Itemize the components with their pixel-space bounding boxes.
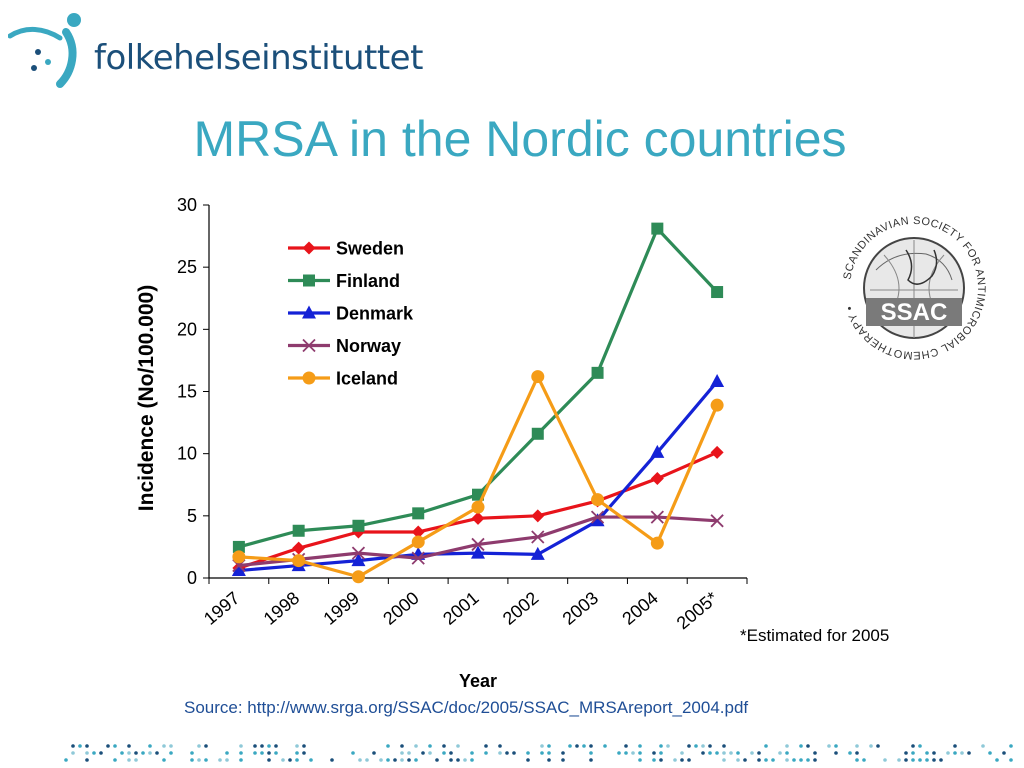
legend-label-norway: Norway bbox=[336, 336, 401, 356]
logo-wordmark: folkehelseinstituttet bbox=[94, 38, 423, 78]
fhi-logo: folkehelseinstituttet bbox=[7, 10, 423, 90]
data-point-finland bbox=[651, 222, 664, 235]
data-point-denmark bbox=[590, 513, 605, 527]
decorative-dot-band bbox=[64, 744, 1013, 762]
y-tick-label: 30 bbox=[177, 195, 197, 215]
data-point-iceland bbox=[591, 493, 605, 507]
data-point-iceland bbox=[471, 500, 485, 514]
data-point-norway bbox=[471, 537, 485, 552]
legend-item-denmark: Denmark bbox=[288, 304, 414, 324]
data-point-denmark bbox=[351, 553, 366, 567]
y-tick-label: 0 bbox=[187, 568, 197, 588]
series-finland bbox=[232, 222, 724, 553]
fhi-logo-mark-icon bbox=[7, 13, 81, 88]
legend-item-norway: Norway bbox=[288, 336, 401, 356]
ssac-seal-logo: SSAC SCANDINAVIAN SOCIETY FOR ANTIMICROB… bbox=[842, 215, 987, 361]
legend-marker-norway bbox=[302, 338, 316, 353]
data-point-norway bbox=[650, 510, 664, 524]
estimate-footnote: *Estimated for 2005 bbox=[740, 626, 890, 645]
legend-marker-denmark bbox=[302, 305, 316, 319]
y-tick-label: 20 bbox=[177, 319, 197, 339]
y-axis-label: Incidence (No/100.000) bbox=[135, 285, 158, 511]
data-point-sweden bbox=[292, 541, 306, 555]
seal-label: SSAC bbox=[881, 299, 948, 326]
slide-title: MRSA in the Nordic countries bbox=[193, 111, 847, 167]
legend-label-sweden: Sweden bbox=[336, 239, 404, 259]
data-point-iceland bbox=[650, 536, 664, 550]
data-point-finland bbox=[232, 540, 245, 553]
series-iceland bbox=[232, 370, 724, 584]
x-tick-label: 2003 bbox=[559, 588, 603, 629]
data-point-denmark bbox=[231, 563, 246, 577]
data-point-finland bbox=[352, 519, 365, 532]
y-tick-label: 15 bbox=[177, 382, 197, 402]
data-point-sweden bbox=[650, 472, 664, 486]
x-tick-label: 2004 bbox=[618, 588, 662, 629]
data-point-sweden bbox=[710, 445, 724, 459]
data-point-iceland bbox=[531, 370, 545, 384]
source-citation: Source: http://www.srga.org/SSAC/doc/200… bbox=[184, 698, 749, 717]
data-point-finland bbox=[531, 427, 544, 440]
data-point-denmark bbox=[710, 374, 725, 388]
data-point-iceland bbox=[232, 550, 246, 564]
legend-item-iceland: Iceland bbox=[288, 369, 398, 389]
data-point-denmark bbox=[650, 444, 665, 458]
data-point-finland bbox=[711, 286, 724, 299]
legend-item-finland: Finland bbox=[288, 271, 400, 291]
data-point-norway bbox=[351, 546, 366, 560]
legend-item-sweden: Sweden bbox=[288, 239, 404, 259]
data-point-iceland bbox=[710, 398, 724, 412]
x-tick-label: 2001 bbox=[439, 588, 483, 629]
x-tick-label: 1999 bbox=[319, 588, 363, 629]
y-tick-label: 25 bbox=[177, 257, 197, 277]
x-tick-label: 2000 bbox=[379, 588, 423, 629]
data-point-sweden bbox=[411, 525, 425, 539]
data-point-iceland bbox=[351, 570, 365, 584]
y-tick-label: 10 bbox=[177, 444, 197, 464]
data-point-norway bbox=[531, 530, 545, 544]
chart-legend: Sweden Finland Denmark Norway Iceland bbox=[288, 239, 414, 389]
data-point-denmark bbox=[471, 545, 485, 559]
chart-series bbox=[231, 222, 725, 584]
series-norway bbox=[232, 510, 724, 573]
legend-label-finland: Finland bbox=[336, 271, 400, 291]
x-tick-label: 2002 bbox=[499, 588, 543, 629]
series-line-denmark bbox=[238, 380, 719, 573]
data-point-norway bbox=[411, 551, 425, 565]
data-point-finland bbox=[292, 524, 305, 537]
data-point-finland bbox=[412, 507, 425, 520]
data-point-finland bbox=[591, 366, 604, 379]
y-tick-label: 5 bbox=[187, 506, 197, 526]
legend-marker-finland bbox=[303, 274, 315, 287]
data-point-iceland bbox=[292, 554, 306, 568]
x-tick-label: 2005* bbox=[673, 588, 722, 634]
x-tick-label: 1998 bbox=[260, 588, 304, 629]
legend-label-iceland: Iceland bbox=[336, 369, 398, 389]
data-point-denmark bbox=[530, 546, 545, 560]
x-axis-label: Year bbox=[459, 671, 497, 691]
x-tick-label: 1997 bbox=[200, 588, 244, 629]
legend-marker-iceland bbox=[302, 371, 316, 385]
data-point-sweden bbox=[531, 509, 545, 523]
data-point-sweden bbox=[471, 511, 485, 525]
legend-marker-sweden bbox=[302, 241, 316, 255]
legend-label-denmark: Denmark bbox=[336, 304, 414, 324]
data-point-norway bbox=[590, 510, 605, 524]
data-point-iceland bbox=[411, 535, 425, 549]
data-point-norway bbox=[710, 514, 724, 528]
